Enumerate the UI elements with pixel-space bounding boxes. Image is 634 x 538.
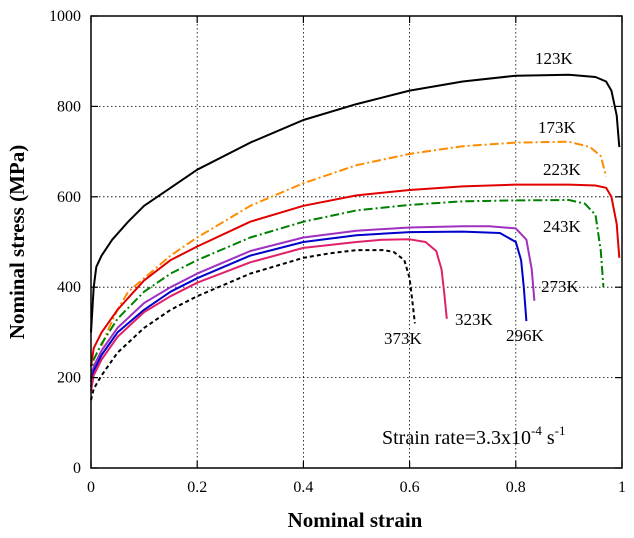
annotation-exponent-2: -1: [555, 423, 566, 438]
plot-frame: [90, 15, 623, 469]
y-axis-title: Nominal stress (MPa): [5, 145, 29, 339]
curve-373K: [90, 249, 416, 401]
curve-label-373K: 373K: [384, 329, 423, 348]
curve-label-223K: 223K: [543, 160, 582, 179]
curve-296K: [90, 230, 528, 387]
curve-label-323K: 323K: [455, 310, 494, 329]
y-tick-label: 400: [57, 279, 81, 296]
x-tick-label: 1: [618, 479, 626, 496]
y-tick-label: 800: [57, 98, 81, 115]
curve-label-243K: 243K: [543, 217, 582, 236]
x-tick-label: 0.4: [293, 479, 313, 496]
curve-labels: 123K 173K 223K 243K 273K 296K 323K 373K: [384, 49, 582, 348]
curve-label-123K: 123K: [535, 49, 574, 68]
x-tick-label: 0: [87, 479, 95, 496]
x-tick-label: 0.8: [506, 479, 526, 496]
y-tick-label: 200: [57, 370, 81, 387]
curve-273K: [90, 225, 536, 383]
y-tick-label: 600: [57, 189, 81, 206]
curve-label-273K: 273K: [541, 277, 580, 296]
x-tick-label: 0.6: [400, 479, 420, 496]
curve-123K: [90, 73, 621, 333]
y-tick-label: 1000: [49, 8, 81, 25]
annotation-prefix: Strain rate=3.3x10: [382, 427, 531, 449]
y-tick-label: 0: [73, 460, 81, 477]
curves: [90, 73, 621, 401]
annotation-mid: s: [542, 427, 555, 449]
ticks: 0 0.2 0.4 0.6 0.8 1 0 200 400 600 800 1000: [49, 8, 626, 496]
curve-label-296K: 296K: [506, 326, 545, 345]
curve-223K: [90, 183, 621, 367]
curve-323K: [90, 238, 448, 392]
curve-label-173K: 173K: [538, 118, 577, 137]
x-tick-label: 0.2: [187, 479, 207, 496]
curve-173K: [100, 140, 608, 347]
annotation-exponent-1: -4: [531, 423, 542, 438]
strain-rate-annotation: Strain rate=3.3x10-4 s-1: [382, 423, 566, 449]
x-axis-title: Nominal strain: [288, 508, 423, 532]
curve-243K: [90, 199, 605, 378]
